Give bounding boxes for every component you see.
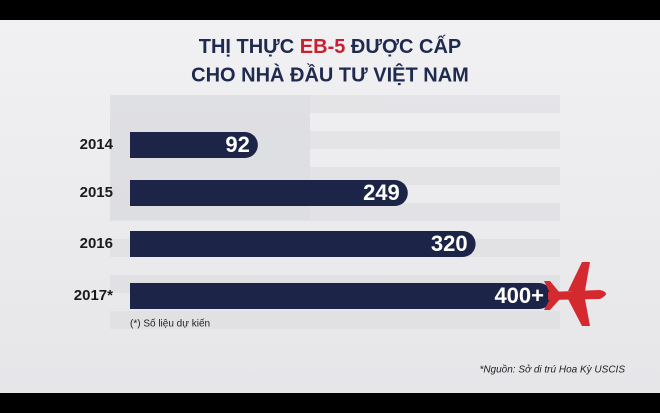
y-tick-label: 2015 xyxy=(80,184,113,201)
title-part: ĐƯỢC CẤP xyxy=(351,35,461,58)
y-tick-label: 2017* xyxy=(74,287,113,304)
bar xyxy=(130,283,552,309)
chart-title: THỊ THỰC EB-5 ĐƯỢC CẤP xyxy=(199,35,462,58)
bar xyxy=(130,132,258,158)
value-label: 320 xyxy=(431,231,468,256)
value-label: 249 xyxy=(363,180,400,205)
chart-title: CHO NHÀ ĐẦU TƯ VIỆT NAM xyxy=(191,62,469,86)
source-note: *Nguồn: Sở di trú Hoa Kỳ USCIS xyxy=(479,364,625,376)
title-highlight: EB-5 xyxy=(300,36,346,58)
footnote: (*) Số liệu dự kiến xyxy=(130,318,210,330)
y-tick-label: 2014 xyxy=(80,136,114,153)
bar xyxy=(130,231,476,257)
title-part: THỊ THỰC xyxy=(199,36,294,58)
airplane-icon xyxy=(544,262,606,326)
bar xyxy=(130,180,408,206)
value-label: 92 xyxy=(225,132,249,157)
y-tick-label: 2016 xyxy=(80,235,113,252)
value-label: 400+ xyxy=(494,283,544,308)
